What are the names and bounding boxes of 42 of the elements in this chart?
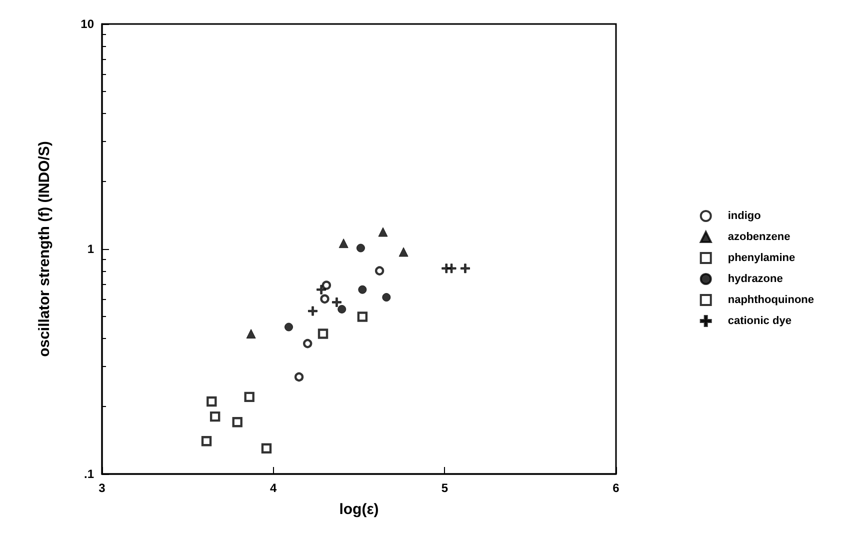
legend-label: phenylamine	[728, 252, 796, 264]
legend-label: azobenzene	[728, 231, 790, 243]
point	[356, 244, 365, 252]
legend-label: cationic dye	[728, 315, 792, 327]
point	[332, 297, 342, 307]
point	[322, 280, 332, 290]
y-tick-label: 10	[80, 17, 94, 31]
point	[446, 264, 456, 274]
point	[201, 436, 212, 446]
point	[460, 264, 470, 274]
point	[232, 417, 242, 428]
point	[398, 247, 408, 257]
point	[357, 312, 368, 322]
x-tick-label: 5	[441, 481, 448, 495]
x-axis-title: log(ε)	[339, 501, 379, 518]
point	[320, 294, 330, 304]
legend-label: indigo	[728, 210, 762, 222]
x-tick-label: 6	[612, 481, 620, 495]
x-tick-label: 4	[270, 481, 277, 495]
point	[378, 227, 388, 237]
point	[338, 304, 346, 314]
point	[206, 396, 217, 407]
y-tick-label: .1	[84, 467, 94, 481]
point	[382, 293, 391, 302]
point	[294, 372, 304, 382]
point	[210, 411, 220, 422]
point	[318, 328, 328, 339]
point	[261, 443, 272, 454]
y-axis-title: oscillator strength (f) (INDO/S)	[36, 141, 53, 357]
point	[374, 266, 384, 276]
point	[284, 322, 294, 332]
x-tick-label: 3	[98, 481, 106, 495]
point	[244, 392, 254, 402]
point	[308, 306, 318, 316]
point	[338, 238, 348, 248]
y-tick-label: 1	[87, 242, 94, 256]
point	[303, 338, 312, 348]
point	[358, 285, 367, 294]
point	[316, 284, 326, 294]
legend-label: hydrazone	[728, 273, 783, 285]
legend-label: naphthoquinone	[728, 294, 814, 306]
point	[246, 329, 256, 339]
